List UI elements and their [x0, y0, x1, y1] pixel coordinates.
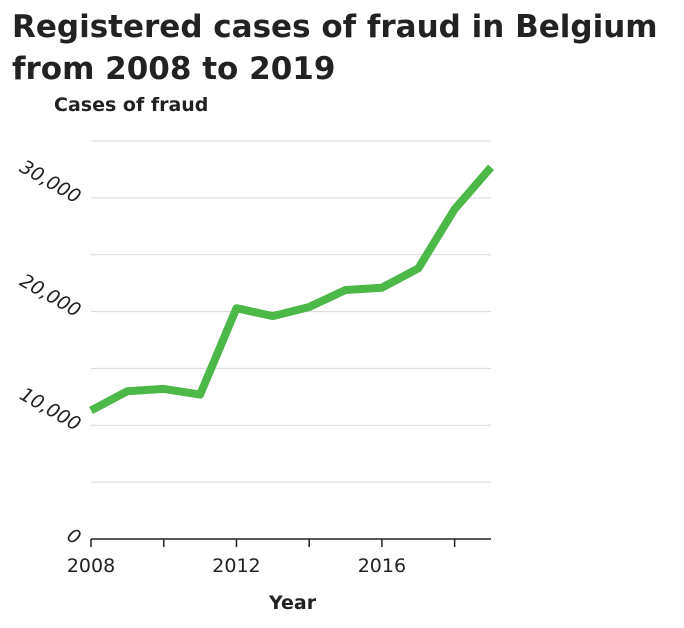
x-tick-label-2016: 2016: [358, 555, 406, 577]
series-line-0: [89, 164, 495, 415]
y-tick-label-30000: 30,000: [16, 156, 85, 208]
series-lines: [89, 164, 495, 415]
y-tick-label-10000: 10,000: [16, 383, 85, 435]
x-tick-label-2012: 2012: [212, 555, 260, 577]
x-axis-label: Year: [269, 592, 317, 614]
x-axis: [90, 538, 491, 547]
x-tick-label-2008: 2008: [67, 555, 115, 577]
y-tick-label-0: 0: [63, 524, 84, 549]
y-axis-label: Cases of fraud: [54, 94, 209, 116]
y-tick-label-20000: 20,000: [16, 270, 85, 322]
chart-title: Registered cases of fraud in Belgium fro…: [12, 9, 658, 87]
